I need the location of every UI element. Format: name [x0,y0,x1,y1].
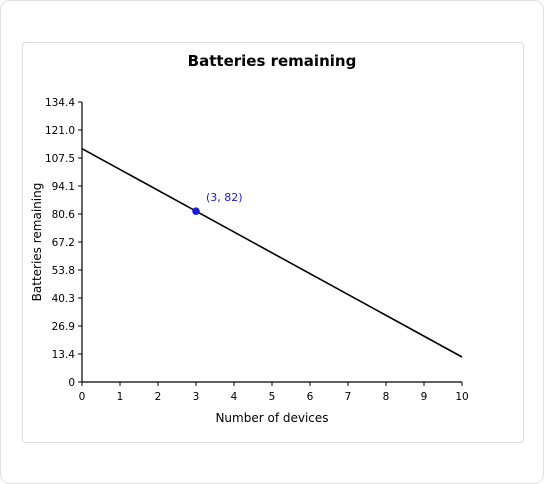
x-tick-label: 0 [79,391,86,403]
y-axis-label: Batteries remaining [30,183,44,302]
y-tick-label: 67.2 [52,237,75,249]
y-tick-label: 40.3 [52,293,75,305]
x-tick-label: 9 [421,391,428,403]
y-tick-label: 107.5 [45,153,75,165]
x-tick-label: 1 [117,391,124,403]
x-tick-label: 7 [345,391,352,403]
y-tick-label: 134.4 [45,97,75,109]
x-tick-label: 2 [155,391,162,403]
x-axis-label: Number of devices [215,411,328,425]
highlight-point-label: (3, 82) [206,191,243,204]
series-line [81,147,463,358]
y-tick-label: 53.8 [52,265,75,277]
x-tick-label: 5 [269,391,276,403]
y-tick-label: 80.6 [52,209,76,221]
y-tick-label: 0 [68,377,75,389]
y-tick-label: 121.0 [45,125,75,137]
highlight-point [192,207,200,215]
y-axis-ticks: 0 13.4 26.9 40.3 53.8 67.2 80.6 94.1 107.5 121.0 1… [45,97,82,389]
chart-card [22,42,524,443]
series-group [81,147,463,358]
y-tick-label: 26.9 [52,321,75,333]
highlight-group: (3, 82) [192,191,243,215]
x-tick-label: 10 [455,391,468,403]
x-tick-label: 6 [307,391,314,403]
x-tick-label: 4 [231,391,238,403]
y-tick-label: 13.4 [52,349,76,361]
x-tick-label: 3 [193,391,200,403]
y-tick-label: 94.1 [52,181,75,193]
chart-title: Batteries remaining [188,52,357,70]
x-tick-label: 8 [383,391,390,403]
x-axis-ticks: 0 1 2 3 4 5 6 7 8 9 10 [79,382,469,403]
